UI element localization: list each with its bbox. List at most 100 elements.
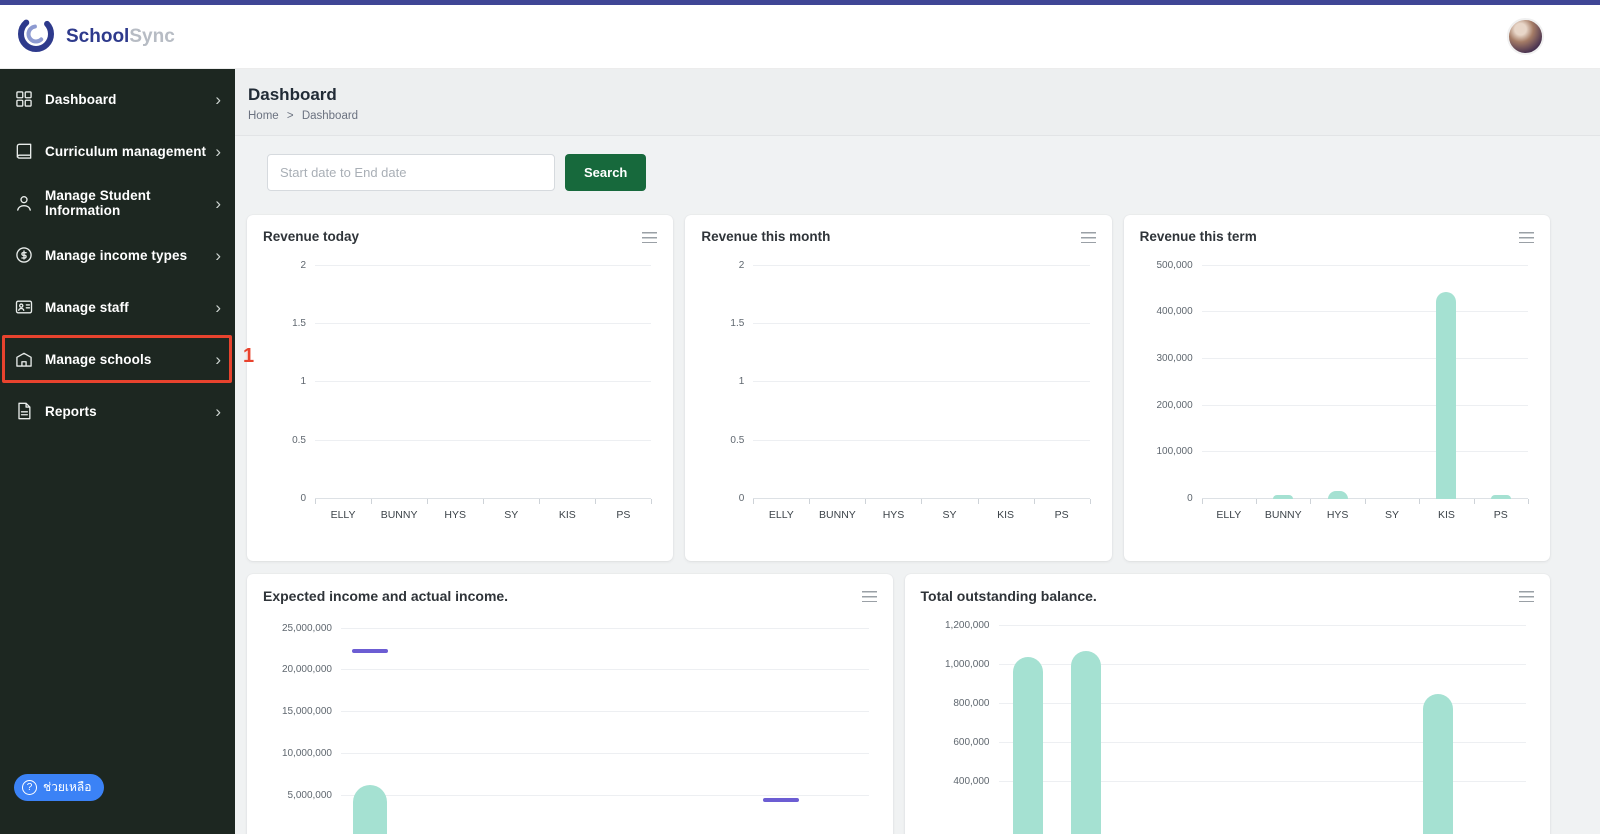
y-axis-label: 5,000,000 (287, 790, 333, 802)
card-title: Expected income and actual income. (263, 588, 509, 604)
chevron-right-icon: › (215, 297, 221, 317)
gridline: 0.5 (730, 435, 1090, 446)
bar (1436, 292, 1457, 499)
help-button[interactable]: ? ช่วยเหลือ (14, 774, 104, 801)
y-axis-label: 300,000 (1156, 353, 1193, 364)
x-axis-label: HYS (444, 509, 466, 521)
x-axis-label: SY (504, 509, 519, 521)
bar (1490, 495, 1511, 499)
bar (1273, 494, 1294, 499)
sidebar-item-manage-income-types[interactable]: Manage income types › (0, 229, 235, 281)
chart-revenue-today: 0 0.5 1 1.5 2 ELLY BUNNY HYS SY KIS PS (292, 254, 653, 521)
breadcrumb-current: Dashboard (301, 110, 359, 122)
gridline: 1 (739, 376, 1090, 387)
axis-tick (651, 499, 653, 504)
menu-icon[interactable] (861, 591, 877, 602)
chart-expected-vs-actual-income: 5,000,000 10,000,000 15,000,000 20,000,000 2… (282, 616, 869, 834)
axis-tick (483, 499, 485, 504)
gridline: 200,000 (1157, 400, 1528, 411)
chart-total-outstanding-balance: 400,000 600,000 800,000 1,000,000 1,200,000 (945, 616, 1526, 834)
menu-icon[interactable] (1080, 232, 1096, 243)
y-axis-label: 20,000,000 (281, 664, 332, 676)
sidebar: Dashboard › Curriculum management › Mana… (0, 69, 254, 834)
card-title: Revenue this month (701, 229, 831, 244)
sidebar-item-reports[interactable]: Reports › (0, 385, 235, 437)
gridline: 0.5 (292, 435, 652, 446)
axis-tick (921, 499, 923, 504)
gridline: 5,000,000 (288, 790, 869, 801)
gridline: 2 (739, 260, 1090, 271)
y-axis-label: 100,000 (1156, 446, 1193, 458)
y-axis-label: 0.5 (730, 434, 745, 446)
card-title: Revenue today (263, 229, 360, 244)
gridline: 1 (300, 376, 652, 387)
gridline: 25,000,000 (282, 623, 869, 634)
gridline: 1,200,000 (945, 620, 1526, 631)
sidebar-item-dashboard[interactable]: Dashboard › (0, 73, 235, 125)
gridline: 1.5 (730, 318, 1090, 329)
gridline: 500,000 (1157, 260, 1528, 271)
charts-row-2: Expected income and actual income. 5,000… (247, 574, 1550, 834)
page-header: Dashboard Home > Dashboard (235, 69, 1600, 136)
menu-icon[interactable] (1519, 591, 1534, 602)
gridline: 2 (300, 260, 652, 271)
sidebar-item-manage-schools[interactable]: Manage schools › (0, 333, 235, 385)
filter-bar: Search (267, 154, 1600, 191)
y-axis-label: 800,000 (953, 697, 990, 709)
menu-icon[interactable] (1518, 232, 1534, 243)
date-range-input[interactable] (267, 154, 555, 191)
sidebar-item-manage-staff[interactable]: Manage staff › (0, 281, 235, 333)
y-axis-label: 1.5 (292, 318, 306, 329)
sidebar-item-manage-student-information[interactable]: Manage Student Information › (0, 177, 235, 229)
axis-tick (1473, 499, 1475, 504)
x-axis-label: KIS (558, 509, 576, 521)
axis-tick (809, 499, 811, 504)
gridline: 400,000 (1157, 306, 1528, 317)
user-avatar[interactable] (1507, 18, 1544, 55)
y-axis-label: 1.5 (730, 318, 745, 329)
sidebar-item-label: Dashboard (45, 91, 117, 107)
dash-marker (762, 798, 799, 803)
card-revenue-this-month: Revenue this month 0 0.5 1 1.5 2 ELLY BUNNY HYS… (685, 215, 1112, 561)
sidebar-item-label: Curriculum management (45, 143, 207, 159)
x-axis-labels: ELLY BUNNY HYS SY KIS PS (753, 509, 1089, 521)
gridline: 100,000 (1157, 446, 1528, 457)
axis-tick (1089, 499, 1091, 504)
x-axis-label: BUNNY (1264, 509, 1302, 521)
breadcrumb-home[interactable]: Home (248, 110, 279, 122)
gridline: 15,000,000 (282, 706, 869, 717)
menu-icon[interactable] (642, 232, 658, 243)
search-button[interactable]: Search (565, 154, 647, 191)
id-card-icon (14, 297, 34, 317)
chevron-right-icon: › (215, 141, 221, 161)
bar (1423, 694, 1454, 834)
brand-name: SchoolSync (66, 26, 175, 48)
chevron-right-icon: › (215, 193, 221, 213)
card-title: Revenue this term (1139, 229, 1257, 244)
gridline: 1,000,000 (945, 659, 1526, 670)
annotation-step-number: 1 (243, 345, 255, 367)
x-axis-label: PS (616, 509, 631, 521)
axis-tick (371, 499, 373, 504)
breadcrumb: Home > Dashboard (248, 110, 1600, 122)
plot-area: 400,000 600,000 800,000 1,000,000 1,200,000 (945, 616, 1526, 834)
y-axis-label: 600,000 (953, 736, 990, 748)
sidebar-item-label: Manage schools (45, 351, 152, 367)
charts-row-1: Revenue today 0 0.5 1 1.5 2 ELLY BUNNY HYS SY KIS… (247, 215, 1550, 561)
plot-area: 0 100,000 200,000 300,000 400,000 500,000 (1157, 254, 1529, 504)
student-icon (14, 193, 34, 213)
sidebar-item-label: Manage Student Information (45, 188, 151, 218)
gridline: 800,000 (953, 698, 1526, 709)
card-revenue-today: Revenue today 0 0.5 1 1.5 2 ELLY BUNNY HYS SY KIS… (247, 215, 674, 561)
y-axis-label: 500,000 (1156, 259, 1193, 271)
x-axis-label: SY (942, 509, 957, 521)
axis-tick (865, 499, 867, 504)
y-axis-label: 0 (300, 493, 306, 504)
chevron-right-icon: › (215, 349, 221, 369)
dash-marker (352, 649, 389, 654)
card-total-outstanding-balance: Total outstanding balance. 400,000 600,00… (904, 574, 1550, 834)
axis-tick (1033, 499, 1035, 504)
y-axis-label: 25,000,000 (281, 622, 332, 634)
sidebar-item-curriculum-management[interactable]: Curriculum management › (0, 125, 235, 177)
x-axis-label: BUNNY (819, 509, 856, 521)
